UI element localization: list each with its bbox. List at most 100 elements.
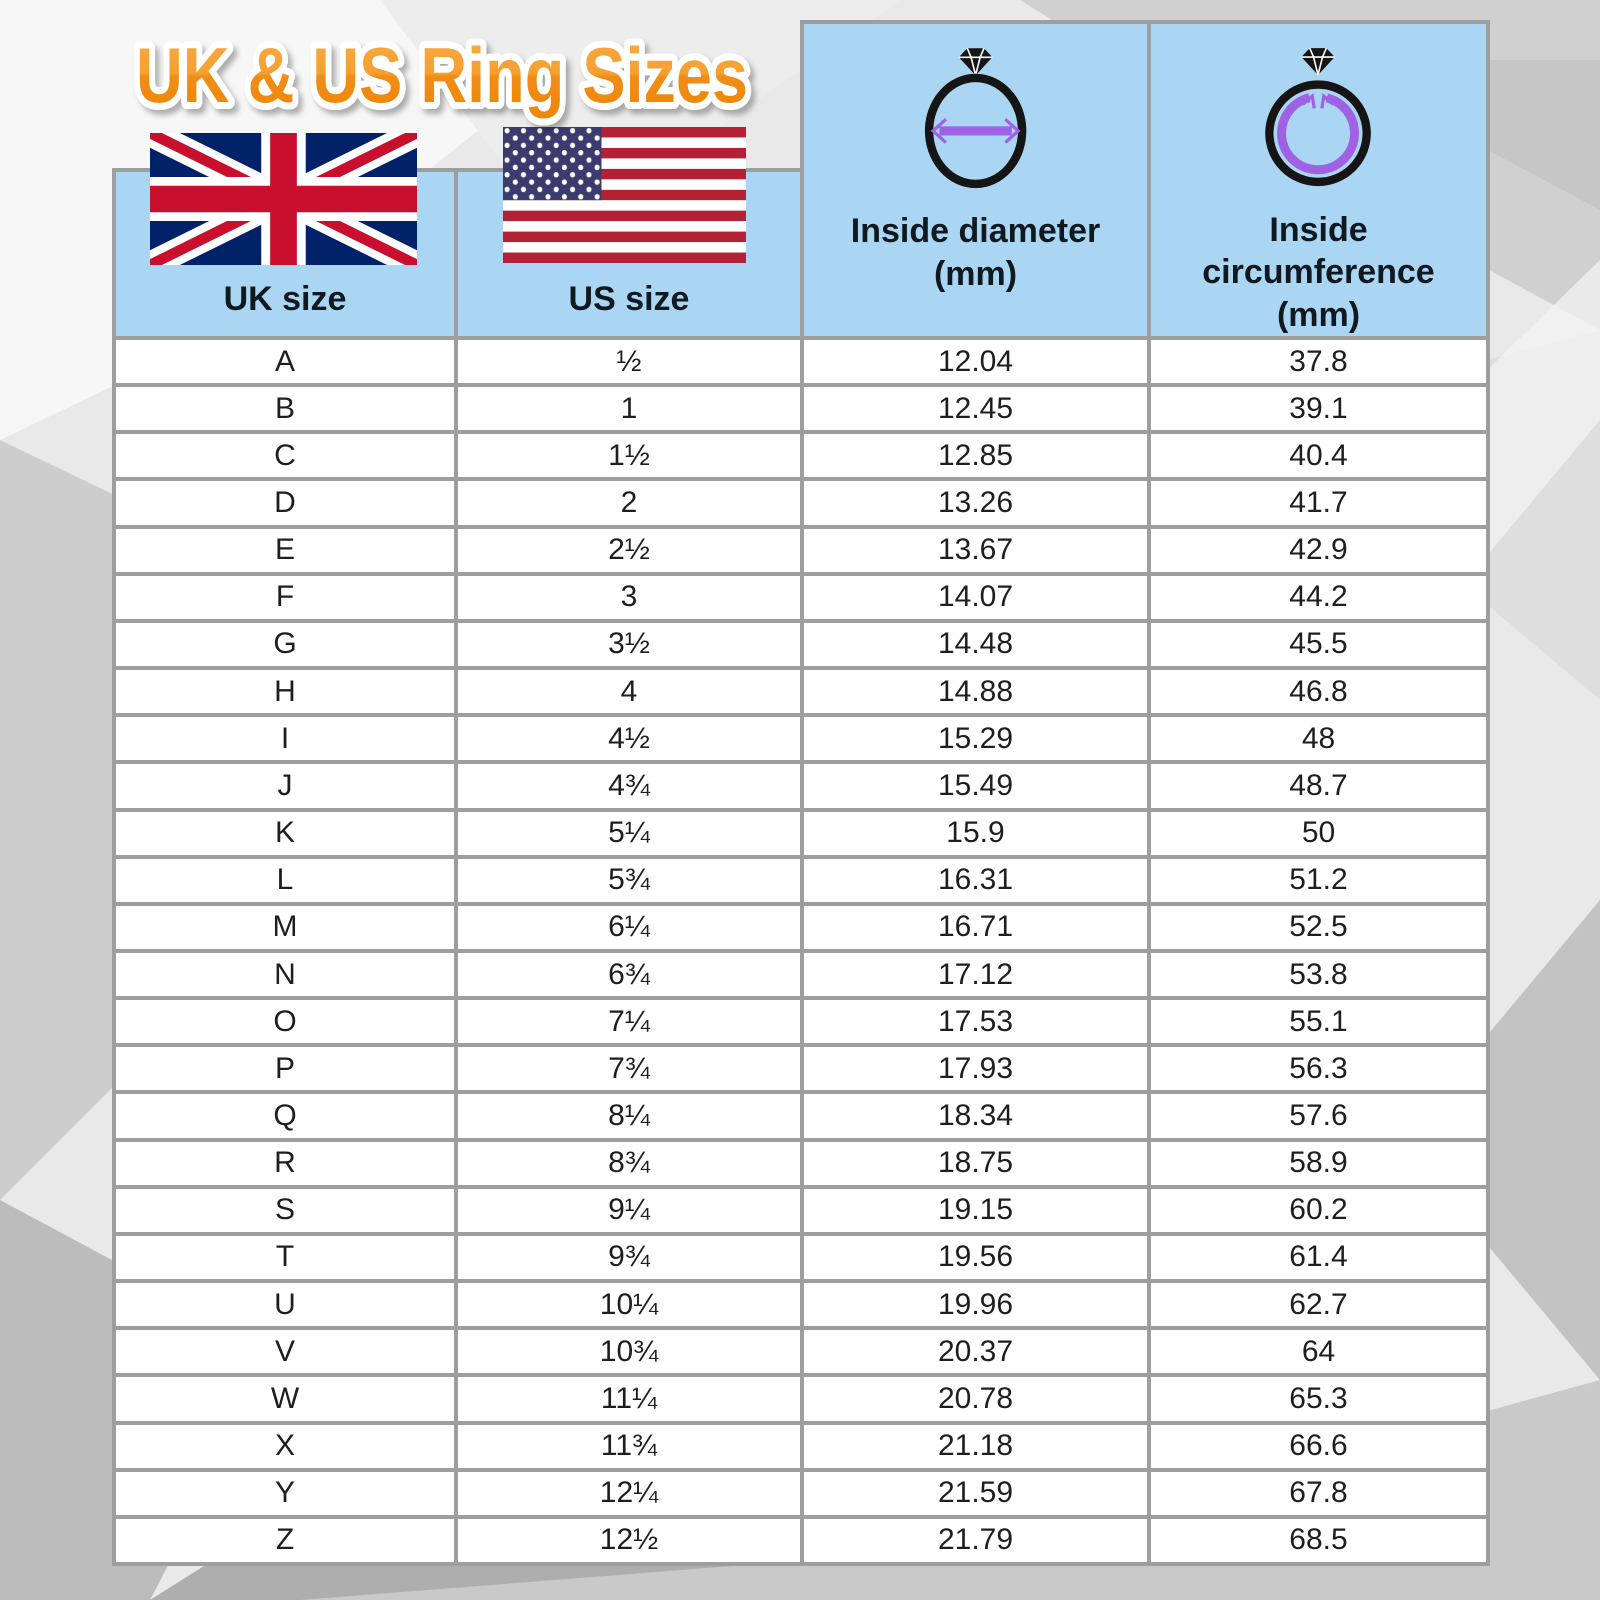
inside-circumference-cell: 44.2 bbox=[1151, 575, 1486, 619]
table-row: W 11¼ 20.78 65.3 bbox=[116, 1377, 1486, 1421]
ring-circumference-icon bbox=[1265, 47, 1372, 187]
inside-diameter-cell: 20.37 bbox=[804, 1330, 1147, 1374]
us-size-cell: 11¾ bbox=[458, 1424, 800, 1468]
inside-diameter-cell: 16.71 bbox=[804, 905, 1147, 949]
table-row: H 4 14.88 46.8 bbox=[116, 670, 1486, 714]
inside-diameter-cell: 19.96 bbox=[804, 1283, 1147, 1327]
table-row: D 2 13.26 41.7 bbox=[116, 481, 1486, 525]
table-row: L 5¾ 16.31 51.2 bbox=[116, 858, 1486, 902]
inside-circumference-cell: 50 bbox=[1151, 811, 1486, 855]
inside-diameter-cell: 21.18 bbox=[804, 1424, 1147, 1468]
table-row: N 6¾ 17.12 53.8 bbox=[116, 953, 1486, 997]
us-size-cell: 9¼ bbox=[458, 1188, 800, 1232]
inside-diameter-cell: 12.85 bbox=[804, 434, 1147, 478]
inside-diameter-cell: 17.53 bbox=[804, 1000, 1147, 1044]
inside-circumference-cell: 48.7 bbox=[1151, 764, 1486, 808]
inside-circumference-cell: 65.3 bbox=[1151, 1377, 1486, 1421]
us-size-cell: ½ bbox=[458, 340, 800, 384]
inside-diameter-cell: 12.45 bbox=[804, 387, 1147, 431]
uk-size-cell: U bbox=[116, 1283, 454, 1327]
ring-size-table: UK size US size Inside diameter (mm) bbox=[112, 20, 1490, 1566]
inside-diameter-label-line1: Inside diameter bbox=[850, 212, 1101, 250]
us-size-cell: 5¼ bbox=[458, 811, 800, 855]
uk-size-cell: V bbox=[116, 1330, 454, 1374]
inside-circumference-label-line3: (mm) bbox=[1276, 295, 1361, 334]
header-inside-circumference: Inside circumference (mm) bbox=[1147, 20, 1490, 340]
inside-diameter-cell: 17.93 bbox=[804, 1047, 1147, 1091]
table-row: Y 12¼ 21.59 67.8 bbox=[116, 1471, 1486, 1515]
inside-circumference-cell: 42.9 bbox=[1151, 528, 1486, 572]
us-size-cell: 12½ bbox=[458, 1518, 800, 1562]
uk-size-cell: N bbox=[116, 953, 454, 997]
inside-diameter-cell: 14.88 bbox=[804, 670, 1147, 714]
inside-circumference-cell: 52.5 bbox=[1151, 905, 1486, 949]
uk-size-cell: W bbox=[116, 1377, 454, 1421]
uk-size-cell: Z bbox=[116, 1518, 454, 1562]
inside-circumference-cell: 57.6 bbox=[1151, 1094, 1486, 1138]
us-size-cell: 12¼ bbox=[458, 1471, 800, 1515]
inside-circumference-cell: 39.1 bbox=[1151, 387, 1486, 431]
inside-diameter-cell: 21.59 bbox=[804, 1471, 1147, 1515]
uk-size-cell: L bbox=[116, 858, 454, 902]
inside-diameter-cell: 17.12 bbox=[804, 953, 1147, 997]
us-size-cell: 1 bbox=[458, 387, 800, 431]
table-row: S 9¼ 19.15 60.2 bbox=[116, 1188, 1486, 1232]
uk-size-cell: S bbox=[116, 1188, 454, 1232]
us-size-cell: 2 bbox=[458, 481, 800, 525]
uk-size-cell: T bbox=[116, 1235, 454, 1280]
uk-size-cell: A bbox=[116, 340, 454, 384]
table-row: O 7¼ 17.53 55.1 bbox=[116, 1000, 1486, 1044]
uk-size-cell: Q bbox=[116, 1094, 454, 1138]
inside-circumference-cell: 48 bbox=[1151, 717, 1486, 761]
inside-diameter-cell: 12.04 bbox=[804, 340, 1147, 384]
table-row: G 3½ 14.48 45.5 bbox=[116, 622, 1486, 667]
uk-size-cell: D bbox=[116, 481, 454, 525]
us-size-cell: 10¼ bbox=[458, 1283, 800, 1327]
inside-circumference-cell: 60.2 bbox=[1151, 1188, 1486, 1232]
uk-size-cell: J bbox=[116, 764, 454, 808]
inside-diameter-cell: 19.56 bbox=[804, 1235, 1147, 1280]
us-size-cell: 8¼ bbox=[458, 1094, 800, 1138]
inside-circumference-cell: 45.5 bbox=[1151, 622, 1486, 667]
ring-diameter-icon bbox=[924, 47, 1027, 189]
uk-size-cell: I bbox=[116, 717, 454, 761]
inside-diameter-cell: 21.79 bbox=[804, 1518, 1147, 1562]
inside-circumference-label-line1: Inside bbox=[1269, 210, 1368, 249]
inside-circumference-cell: 64 bbox=[1151, 1330, 1486, 1374]
us-size-cell: 2½ bbox=[458, 528, 800, 572]
inside-circumference-cell: 55.1 bbox=[1151, 1000, 1486, 1044]
inside-diameter-cell: 20.78 bbox=[804, 1377, 1147, 1421]
inside-circumference-cell: 40.4 bbox=[1151, 434, 1486, 478]
uk-size-cell: P bbox=[116, 1047, 454, 1091]
us-size-cell: 9¾ bbox=[458, 1235, 800, 1280]
inside-diameter-cell: 15.29 bbox=[804, 717, 1147, 761]
inside-circumference-cell: 62.7 bbox=[1151, 1283, 1486, 1327]
inside-diameter-cell: 13.26 bbox=[804, 481, 1147, 525]
uk-size-cell: M bbox=[116, 905, 454, 949]
ring-size-table-body: A ½ 12.04 37.8 B 1 12.45 39.1 C 1½ 12.85… bbox=[112, 336, 1490, 1566]
uk-size-cell: E bbox=[116, 528, 454, 572]
table-row: F 3 14.07 44.2 bbox=[116, 575, 1486, 619]
inside-circumference-cell: 68.5 bbox=[1151, 1518, 1486, 1562]
us-size-cell: 5¾ bbox=[458, 858, 800, 902]
uk-size-cell: G bbox=[116, 622, 454, 667]
us-size-cell: 10¾ bbox=[458, 1330, 800, 1374]
table-row: C 1½ 12.85 40.4 bbox=[116, 434, 1486, 478]
inside-diameter-cell: 18.75 bbox=[804, 1141, 1147, 1185]
table-row: M 6¼ 16.71 52.5 bbox=[116, 905, 1486, 949]
uk-size-cell: C bbox=[116, 434, 454, 478]
inside-diameter-cell: 13.67 bbox=[804, 528, 1147, 572]
table-row: U 10¼ 19.96 62.7 bbox=[116, 1283, 1486, 1327]
uk-size-cell: R bbox=[116, 1141, 454, 1185]
uk-size-cell: X bbox=[116, 1424, 454, 1468]
us-size-cell: 4½ bbox=[458, 717, 800, 761]
us-size-cell: 11¼ bbox=[458, 1377, 800, 1421]
inside-diameter-cell: 15.49 bbox=[804, 764, 1147, 808]
us-size-cell: 8¾ bbox=[458, 1141, 800, 1185]
us-size-cell: 1½ bbox=[458, 434, 800, 478]
table-row: E 2½ 13.67 42.9 bbox=[116, 528, 1486, 572]
table-row: P 7¾ 17.93 56.3 bbox=[116, 1047, 1486, 1091]
inside-diameter-cell: 16.31 bbox=[804, 858, 1147, 902]
table-row: K 5¼ 15.9 50 bbox=[116, 811, 1486, 855]
page-title: UK & US Ring Sizes bbox=[112, 14, 772, 136]
